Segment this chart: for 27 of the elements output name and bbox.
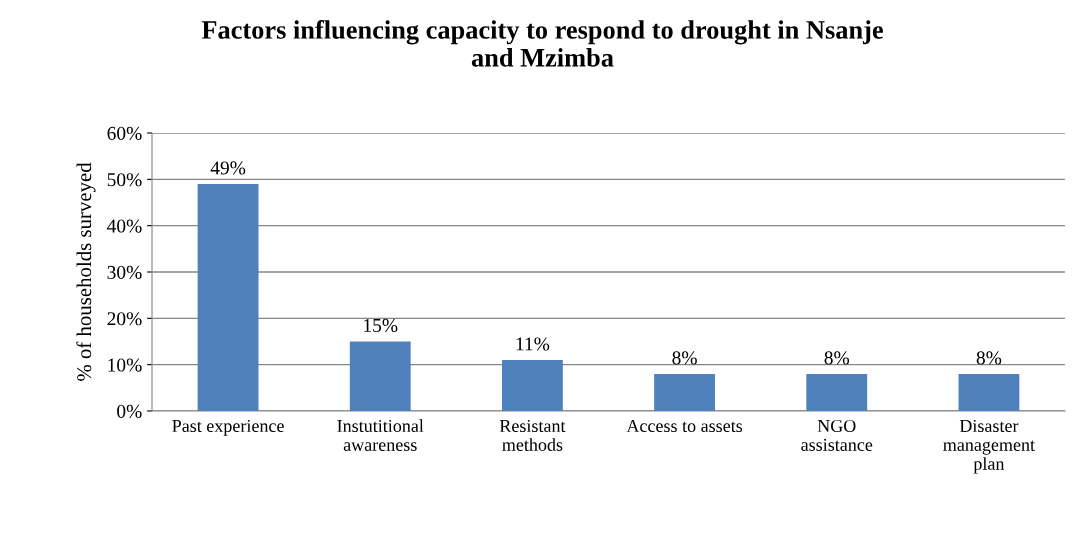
y-tick-label: 30% — [107, 265, 142, 279]
bar — [654, 373, 716, 411]
data-label: 11% — [516, 337, 550, 351]
bar — [958, 373, 1020, 411]
y-tick-label: 0% — [117, 404, 142, 418]
x-tick-label: Instutitional awareness — [337, 419, 424, 451]
x-tick-label: Disaster management plan — [943, 419, 1035, 474]
bar — [197, 183, 259, 411]
chart-title: Factors influencing capacity to respond to drought in Nsanje and Mzimba — [201, 20, 883, 67]
y-tick-label: 10% — [108, 358, 142, 372]
y-tick-label: 60% — [107, 126, 142, 140]
x-tick-label: Resistant methods — [499, 419, 566, 451]
x-tick-label: NGO assistance — [801, 419, 873, 451]
y-tick-label: 50% — [107, 173, 142, 187]
x-tick-label: Access to assets — [626, 419, 743, 433]
data-label: 49% — [210, 161, 246, 175]
y-tick-label: 20% — [107, 312, 142, 326]
data-label: 15% — [364, 318, 398, 333]
bar — [349, 341, 411, 411]
y-tick-label: 40% — [107, 219, 142, 233]
y-axis-title: % of households surveyed — [76, 162, 96, 381]
data-label: 8% — [976, 351, 1002, 365]
bar — [501, 360, 563, 411]
data-label: 8% — [824, 351, 850, 365]
x-tick-label: Past experience — [172, 419, 284, 436]
data-label: 8% — [672, 351, 697, 365]
bar — [806, 373, 868, 411]
